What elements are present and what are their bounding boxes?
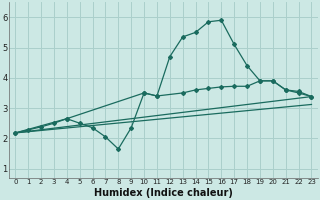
X-axis label: Humidex (Indice chaleur): Humidex (Indice chaleur): [94, 188, 233, 198]
